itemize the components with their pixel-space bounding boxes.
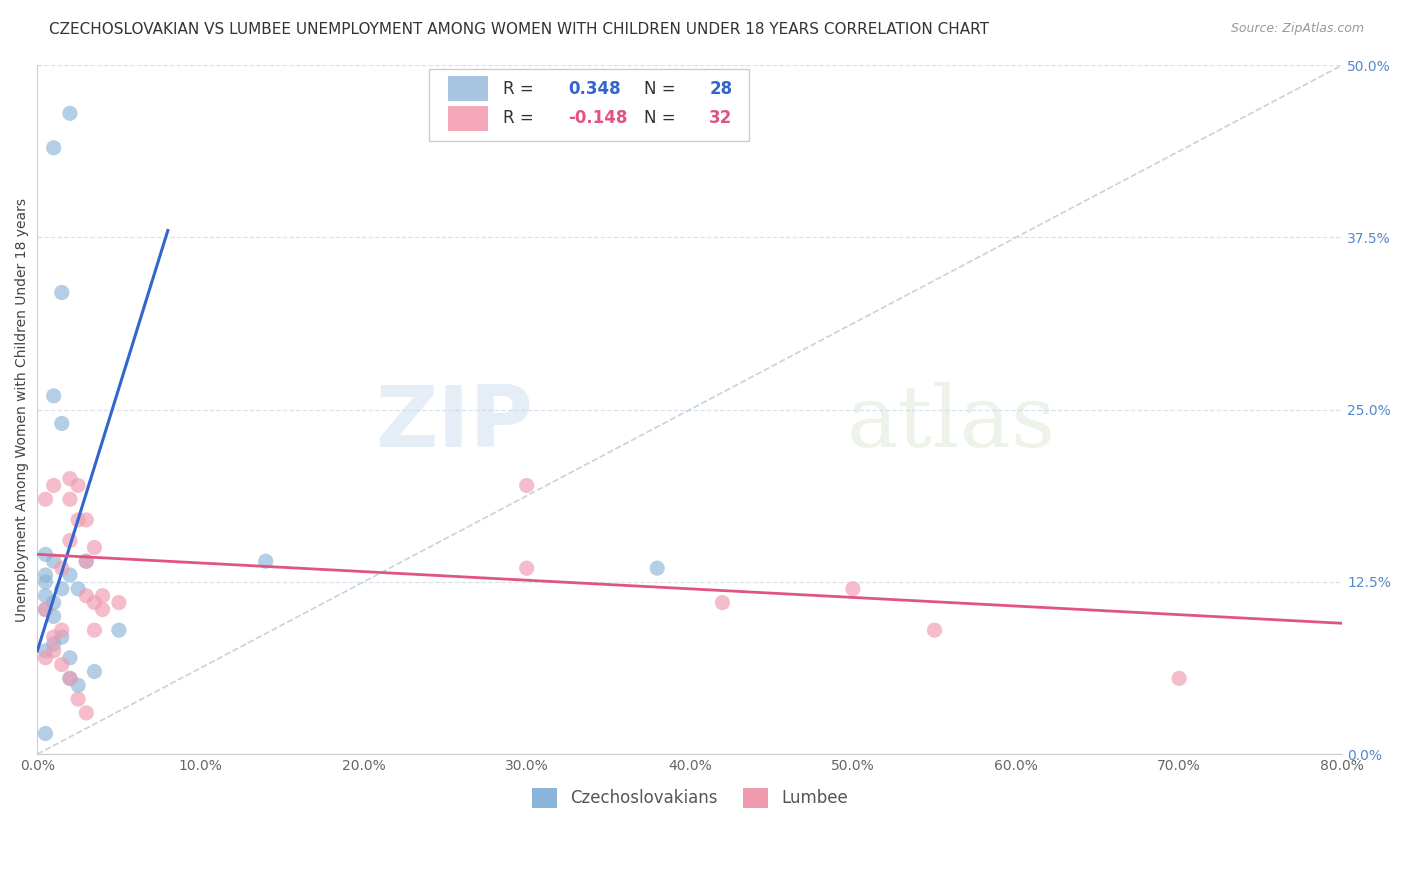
Text: ZIP: ZIP	[375, 382, 533, 465]
Point	[42, 637, 65, 651]
Point	[516, 478, 538, 492]
Y-axis label: Unemployment Among Women with Children Under 18 years: Unemployment Among Women with Children U…	[15, 198, 30, 622]
Point	[75, 706, 97, 720]
Point	[108, 596, 131, 610]
Point	[67, 513, 90, 527]
Text: atlas: atlas	[846, 382, 1056, 465]
Point	[83, 541, 105, 555]
Point	[75, 513, 97, 527]
Point	[34, 602, 56, 616]
Point	[51, 623, 73, 637]
Point	[34, 589, 56, 603]
Point	[51, 561, 73, 575]
Point	[842, 582, 865, 596]
Point	[67, 692, 90, 706]
Bar	[449, 106, 488, 130]
Point	[75, 554, 97, 568]
Point	[1168, 672, 1191, 686]
Point	[67, 582, 90, 596]
Point	[42, 630, 65, 644]
Point	[83, 623, 105, 637]
Point	[645, 561, 668, 575]
Point	[42, 141, 65, 155]
Point	[108, 623, 131, 637]
Bar	[449, 76, 488, 101]
Point	[34, 574, 56, 589]
Point	[34, 568, 56, 582]
Point	[34, 602, 56, 616]
FancyBboxPatch shape	[429, 69, 748, 141]
Text: 32: 32	[710, 109, 733, 128]
Point	[34, 547, 56, 561]
Point	[42, 596, 65, 610]
Point	[91, 602, 114, 616]
Point	[59, 533, 82, 548]
Point	[51, 657, 73, 672]
Point	[34, 650, 56, 665]
Point	[59, 106, 82, 120]
Point	[59, 650, 82, 665]
Point	[67, 478, 90, 492]
Point	[254, 554, 277, 568]
Text: -0.148: -0.148	[568, 109, 628, 128]
Point	[34, 492, 56, 507]
Text: 28: 28	[710, 79, 733, 97]
Point	[924, 623, 946, 637]
Point	[91, 589, 114, 603]
Point	[51, 285, 73, 300]
Point	[59, 568, 82, 582]
Point	[34, 726, 56, 740]
Point	[75, 589, 97, 603]
Text: Source: ZipAtlas.com: Source: ZipAtlas.com	[1230, 22, 1364, 36]
Point	[51, 417, 73, 431]
Point	[67, 678, 90, 692]
Point	[59, 472, 82, 486]
Text: CZECHOSLOVAKIAN VS LUMBEE UNEMPLOYMENT AMONG WOMEN WITH CHILDREN UNDER 18 YEARS : CZECHOSLOVAKIAN VS LUMBEE UNEMPLOYMENT A…	[49, 22, 990, 37]
Point	[59, 672, 82, 686]
Text: R =: R =	[503, 109, 538, 128]
Point	[83, 596, 105, 610]
Legend: Czechoslovakians, Lumbee: Czechoslovakians, Lumbee	[526, 781, 855, 814]
Point	[59, 492, 82, 507]
Point	[42, 478, 65, 492]
Point	[42, 389, 65, 403]
Point	[75, 554, 97, 568]
Point	[59, 672, 82, 686]
Text: R =: R =	[503, 79, 538, 97]
Text: N =: N =	[644, 109, 681, 128]
Text: 0.348: 0.348	[568, 79, 621, 97]
Point	[34, 644, 56, 658]
Point	[42, 554, 65, 568]
Point	[711, 596, 734, 610]
Text: N =: N =	[644, 79, 681, 97]
Point	[516, 561, 538, 575]
Point	[42, 644, 65, 658]
Point	[83, 665, 105, 679]
Point	[42, 609, 65, 624]
Point	[51, 630, 73, 644]
Point	[51, 582, 73, 596]
